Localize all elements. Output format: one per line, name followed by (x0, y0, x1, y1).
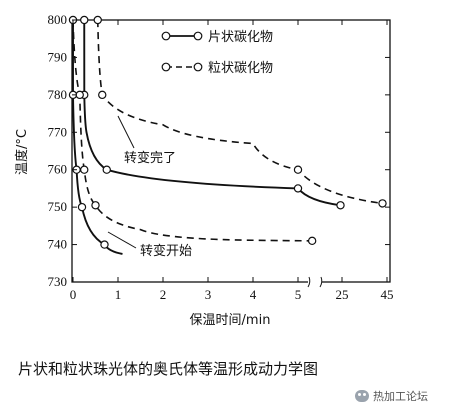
annotations: 转变完了 转变开始 (107, 115, 192, 259)
y-axis-title: 温度/°C (14, 129, 30, 175)
series-line-0 (72, 20, 123, 255)
data-point-12 (307, 236, 317, 246)
data-point-10 (91, 201, 100, 210)
x-tick-label-45: 45 (381, 287, 394, 302)
x-axis-title: 保温时间/min (190, 313, 271, 328)
data-point-11 (100, 240, 109, 249)
x-tick-label-1: 1 (115, 287, 122, 302)
x-tick-label-4: 4 (250, 287, 257, 302)
plot-border (71, 19, 391, 283)
data-point-14 (293, 184, 303, 193)
watermark-text: 热加工论坛 (373, 390, 428, 403)
legend-marker-dashed-right (193, 62, 203, 72)
axis-break-gap (308, 276, 322, 288)
legend-marker-solid-left (161, 31, 171, 41)
annotation-arrow-start (107, 231, 137, 249)
series-line-2 (72, 19, 313, 242)
annotation-start: 转变开始 (140, 243, 192, 259)
data-point-7 (80, 165, 89, 174)
data-point-5 (98, 90, 107, 100)
y-tick-label-800: 800 (48, 12, 68, 27)
plot-area (71, 19, 391, 288)
figure-caption: 片状和粒状珠光体的奥氏体等温形成动力学图 (18, 360, 319, 378)
data-point-8 (102, 165, 111, 174)
data-point-17 (75, 90, 84, 100)
y-tick-label-730: 730 (48, 274, 68, 289)
y-tick-label-770: 770 (48, 124, 68, 139)
axis-break-mark (307, 276, 323, 288)
data-point-1 (80, 15, 89, 25)
data-point-16 (378, 199, 387, 208)
y-tick-label-760: 760 (48, 162, 68, 177)
legend-marker-dashed-left (161, 62, 171, 72)
y-tick-label-750: 750 (48, 199, 68, 214)
data-point-2 (93, 15, 102, 25)
marker-layer (68, 15, 387, 249)
x-tick-label-2: 2 (160, 287, 167, 302)
data-point-15 (336, 201, 345, 210)
data-point-9 (77, 202, 87, 212)
annotation-complete: 转变完了 (124, 150, 176, 166)
x-tick-label-3: 3 (205, 287, 212, 302)
annotation-arrow-complete (117, 115, 135, 149)
x-tick-label-5: 5 (295, 287, 302, 302)
legend-label-solid: 片状碳化物 (208, 30, 273, 45)
legend-label-dashed: 粒状碳化物 (208, 61, 273, 76)
y-tick-label-790: 790 (48, 49, 68, 64)
series-layer (72, 19, 383, 255)
x-tick-label-0: 0 (70, 287, 77, 302)
y-tick-label-780: 780 (48, 87, 68, 102)
x-tick-label-25: 25 (336, 287, 349, 302)
series-line-3 (96, 19, 383, 205)
wechat-icon (355, 390, 369, 402)
legend: 片状碳化物 粒状碳化物 (161, 30, 273, 76)
legend-marker-solid-right (193, 31, 203, 41)
data-point-13 (293, 165, 303, 174)
y-tick-label-740: 740 (48, 237, 68, 252)
watermark: 热加工论坛 (355, 388, 428, 404)
